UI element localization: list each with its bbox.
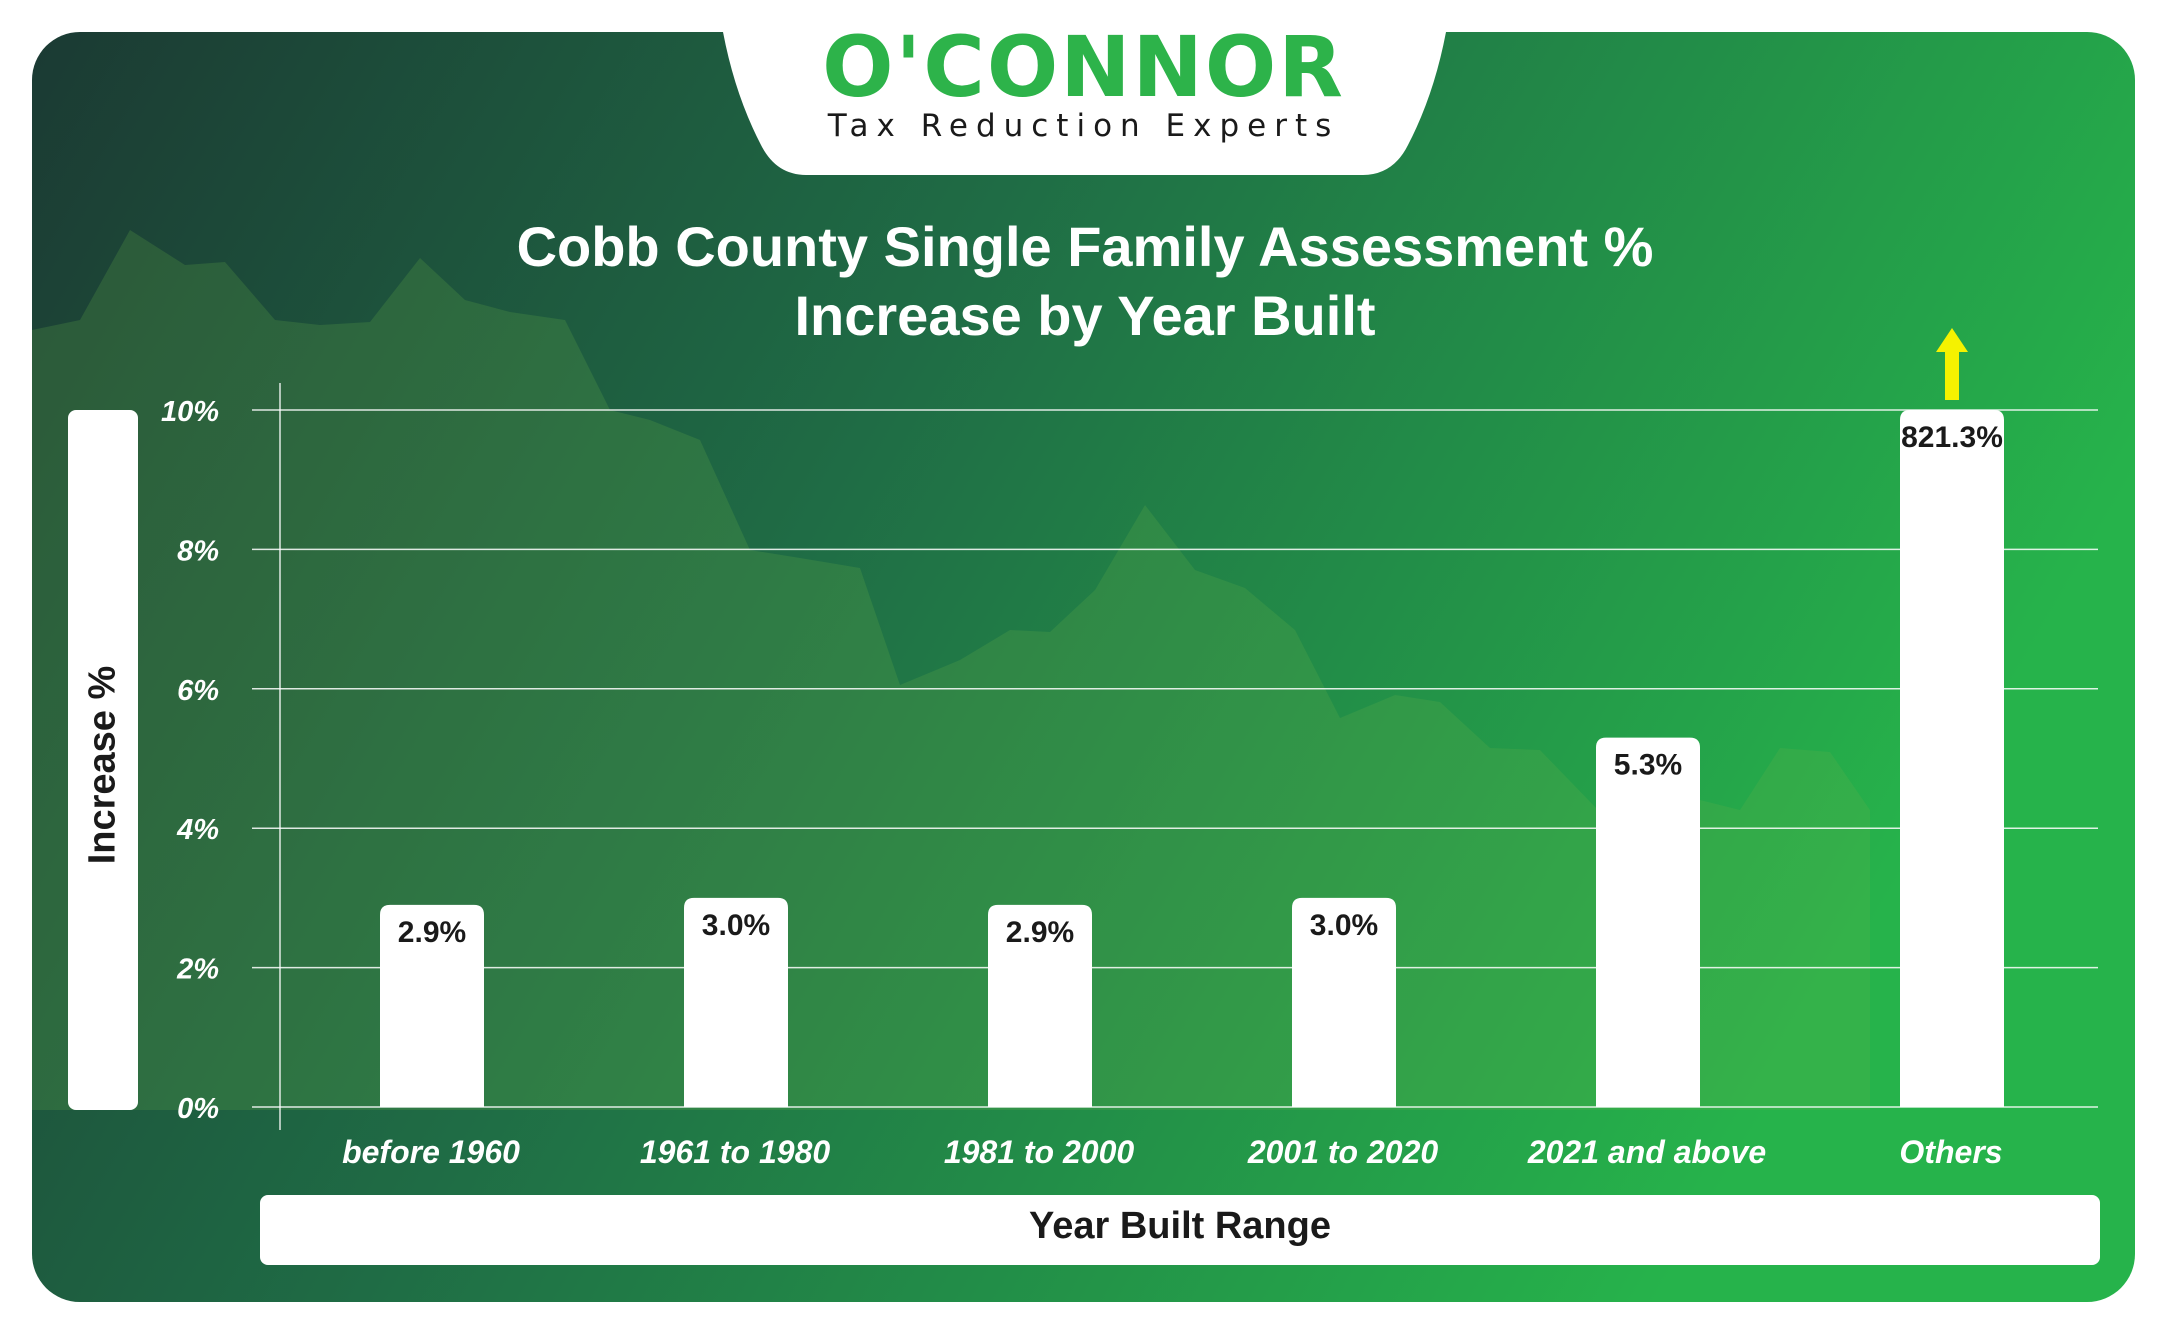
data-label: 3.0% (702, 909, 770, 942)
x-axis-label: Year Built Range (1029, 1205, 1331, 1247)
data-label: 3.0% (1310, 909, 1378, 942)
x-tick-label: 2021 and above (1527, 1134, 1766, 1170)
brand-tagline: Tax Reduction Experts (827, 108, 1340, 144)
bar (1900, 410, 2004, 1107)
x-tick-label: 1961 to 1980 (640, 1134, 831, 1170)
x-tick-label: 2001 to 2020 (1247, 1134, 1439, 1170)
bar (380, 904, 484, 1107)
data-label: 2.9% (1006, 916, 1074, 949)
y-tick-label: 10% (161, 396, 219, 428)
data-label: 821.3% (1901, 421, 2003, 454)
bar (1292, 897, 1396, 1107)
overflow-arrow-icon (1936, 328, 1968, 400)
y-axis-label: Increase % (81, 665, 124, 865)
title-line-1: Cobb County Single Family Assessment % (516, 215, 1654, 278)
chart-title: Cobb County Single Family Assessment % I… (330, 212, 1840, 350)
bar (1596, 737, 1700, 1107)
bar-chart: 0% 2% 4% 6% 8% 10% 2.9% before 1960 3.0% 1961 to … (161, 328, 2098, 1170)
data-label: 2.9% (398, 916, 466, 949)
data-label: 5.3% (1614, 749, 1682, 782)
x-tick-label: Others (1899, 1134, 2002, 1170)
y-tick-label: 0% (177, 1093, 219, 1125)
y-tick-label: 8% (177, 535, 219, 567)
brand-logo: O'CONNOR (822, 18, 1345, 116)
x-tick-label: before 1960 (342, 1134, 520, 1170)
y-tick-label: 2% (176, 954, 219, 986)
x-tick-label: 1981 to 2000 (944, 1134, 1135, 1170)
xlabel-box (260, 1195, 2100, 1265)
logo-tab (723, 32, 1446, 175)
y-tick-label: 6% (177, 675, 219, 707)
title-line-2: Increase by Year Built (794, 284, 1376, 347)
ylabel-box (68, 410, 138, 1110)
bar (684, 897, 788, 1107)
decorative-skyline (32, 230, 1870, 1110)
bar (988, 904, 1092, 1107)
y-tick-label: 4% (176, 814, 219, 846)
